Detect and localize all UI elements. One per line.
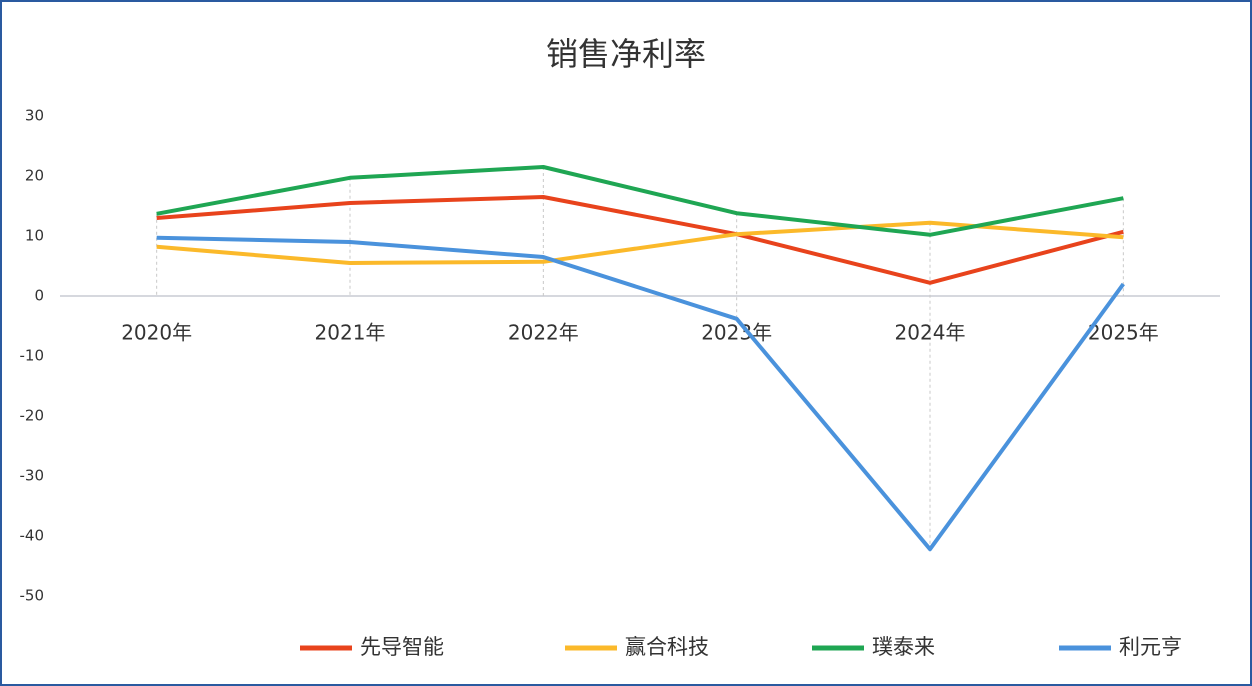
x-tick-label: 2020年 [121, 321, 192, 345]
legend-label: 璞泰来 [872, 635, 935, 659]
y-tick-label: -50 [20, 587, 45, 605]
series-line [156, 220, 1124, 265]
legend-label: 先导智能 [360, 635, 444, 659]
y-tick-label: -30 [20, 467, 45, 485]
x-tick-label: 2023年 [701, 321, 772, 345]
y-tick-label: 0 [34, 287, 44, 305]
x-tick-label: 2025年 [1088, 321, 1159, 345]
y-tick-label: 30 [25, 107, 44, 125]
y-tick-label: -20 [20, 407, 45, 425]
series-line [156, 235, 1125, 552]
x-tick-label: 2021年 [315, 321, 386, 345]
chart-title: 销售净利率 [546, 35, 706, 73]
y-tick-label: 20 [25, 167, 44, 185]
y-tick-label: -40 [20, 527, 45, 545]
y-tick-label: -10 [20, 347, 45, 365]
series-line [156, 165, 1124, 237]
x-tick-label: 2024年 [895, 321, 966, 345]
y-tick-label: 10 [25, 227, 44, 245]
legend-label: 赢合科技 [625, 635, 709, 659]
legend-label: 利元亨 [1119, 635, 1182, 659]
series-line [156, 195, 1124, 285]
x-tick-label: 2022年 [508, 321, 579, 345]
